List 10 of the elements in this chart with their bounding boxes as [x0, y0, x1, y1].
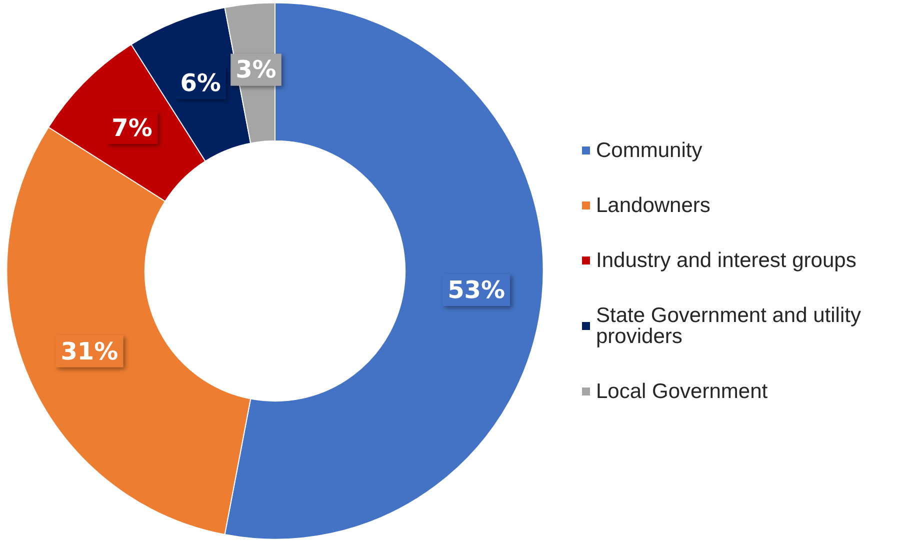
data-label: 3%	[236, 56, 276, 84]
legend-label: Local Government	[596, 380, 768, 403]
data-label: 7%	[112, 114, 152, 142]
legend-label: Industry and interest groups	[596, 249, 856, 272]
legend-label: Community	[596, 139, 703, 162]
legend-label: State Government and utility providers	[596, 304, 867, 348]
legend-label: Landowners	[596, 194, 710, 217]
data-label: 31%	[60, 337, 118, 366]
data-label: 6%	[180, 69, 221, 98]
data-label: 53%	[448, 276, 506, 304]
